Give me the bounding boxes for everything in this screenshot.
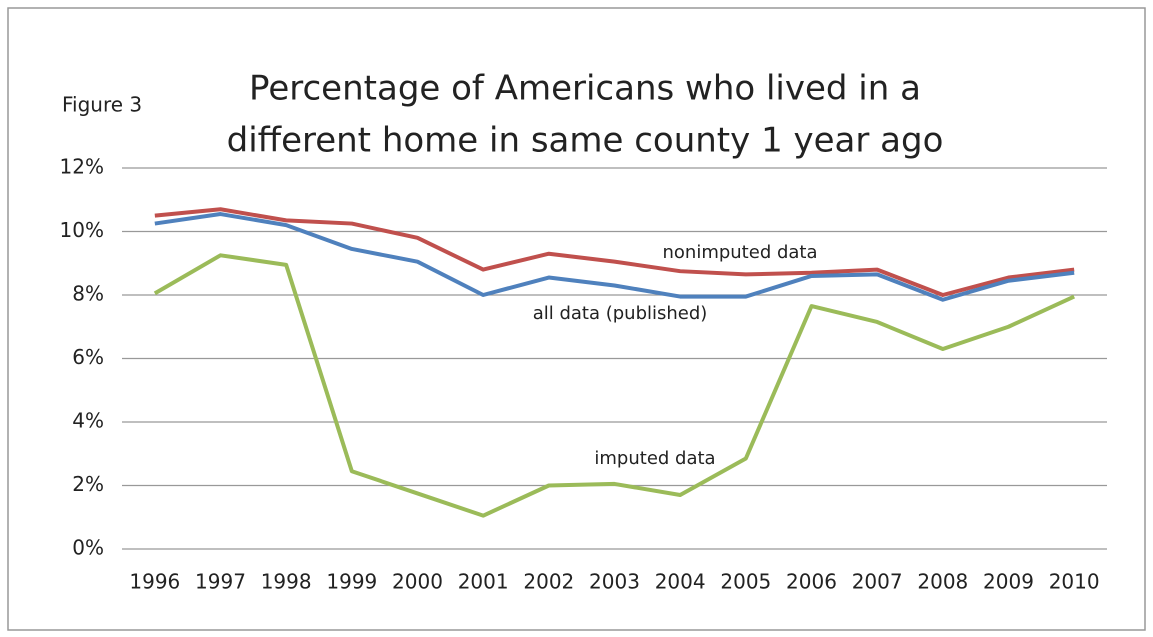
series-annotation: all data (published) bbox=[533, 303, 708, 324]
x-tick-label: 1999 bbox=[326, 570, 377, 594]
y-tick-label: 0% bbox=[72, 536, 104, 560]
y-tick-label: 2% bbox=[72, 472, 104, 496]
x-tick-label: 2003 bbox=[589, 570, 640, 594]
x-tick-label: 2005 bbox=[720, 570, 771, 594]
x-tick-label: 1997 bbox=[195, 570, 246, 594]
series-line bbox=[154, 212, 1075, 302]
x-tick-label: 2001 bbox=[458, 570, 509, 594]
series-line bbox=[153, 253, 1076, 518]
series-annotation: imputed data bbox=[594, 448, 715, 469]
x-tick-label: 2009 bbox=[983, 570, 1034, 594]
x-tick-label: 2008 bbox=[917, 570, 968, 594]
x-tick-label: 2010 bbox=[1049, 570, 1100, 594]
frame bbox=[7, 7, 1146, 631]
x-tick-label: 2002 bbox=[523, 570, 574, 594]
x-tick-label: 2000 bbox=[392, 570, 443, 594]
y-tick-label: 8% bbox=[72, 282, 104, 306]
chart-title: different home in same county 1 year ago bbox=[227, 121, 944, 161]
x-tick-label: 2007 bbox=[852, 570, 903, 594]
x-tick-label: 2004 bbox=[655, 570, 706, 594]
y-tick-label: 4% bbox=[72, 409, 104, 433]
x-tick-label: 2006 bbox=[786, 570, 837, 594]
figure-label: Figure 3 bbox=[62, 93, 142, 117]
series-annotation: nonimputed data bbox=[662, 242, 817, 263]
x-tick-label: 1998 bbox=[261, 570, 312, 594]
x-tick-label: 1996 bbox=[129, 570, 180, 594]
y-tick-label: 10% bbox=[60, 218, 104, 242]
chart-title: Percentage of Americans who lived in a bbox=[249, 69, 921, 109]
series-line bbox=[154, 207, 1075, 297]
y-tick-label: 12% bbox=[60, 155, 104, 179]
y-tick-label: 6% bbox=[72, 345, 104, 369]
